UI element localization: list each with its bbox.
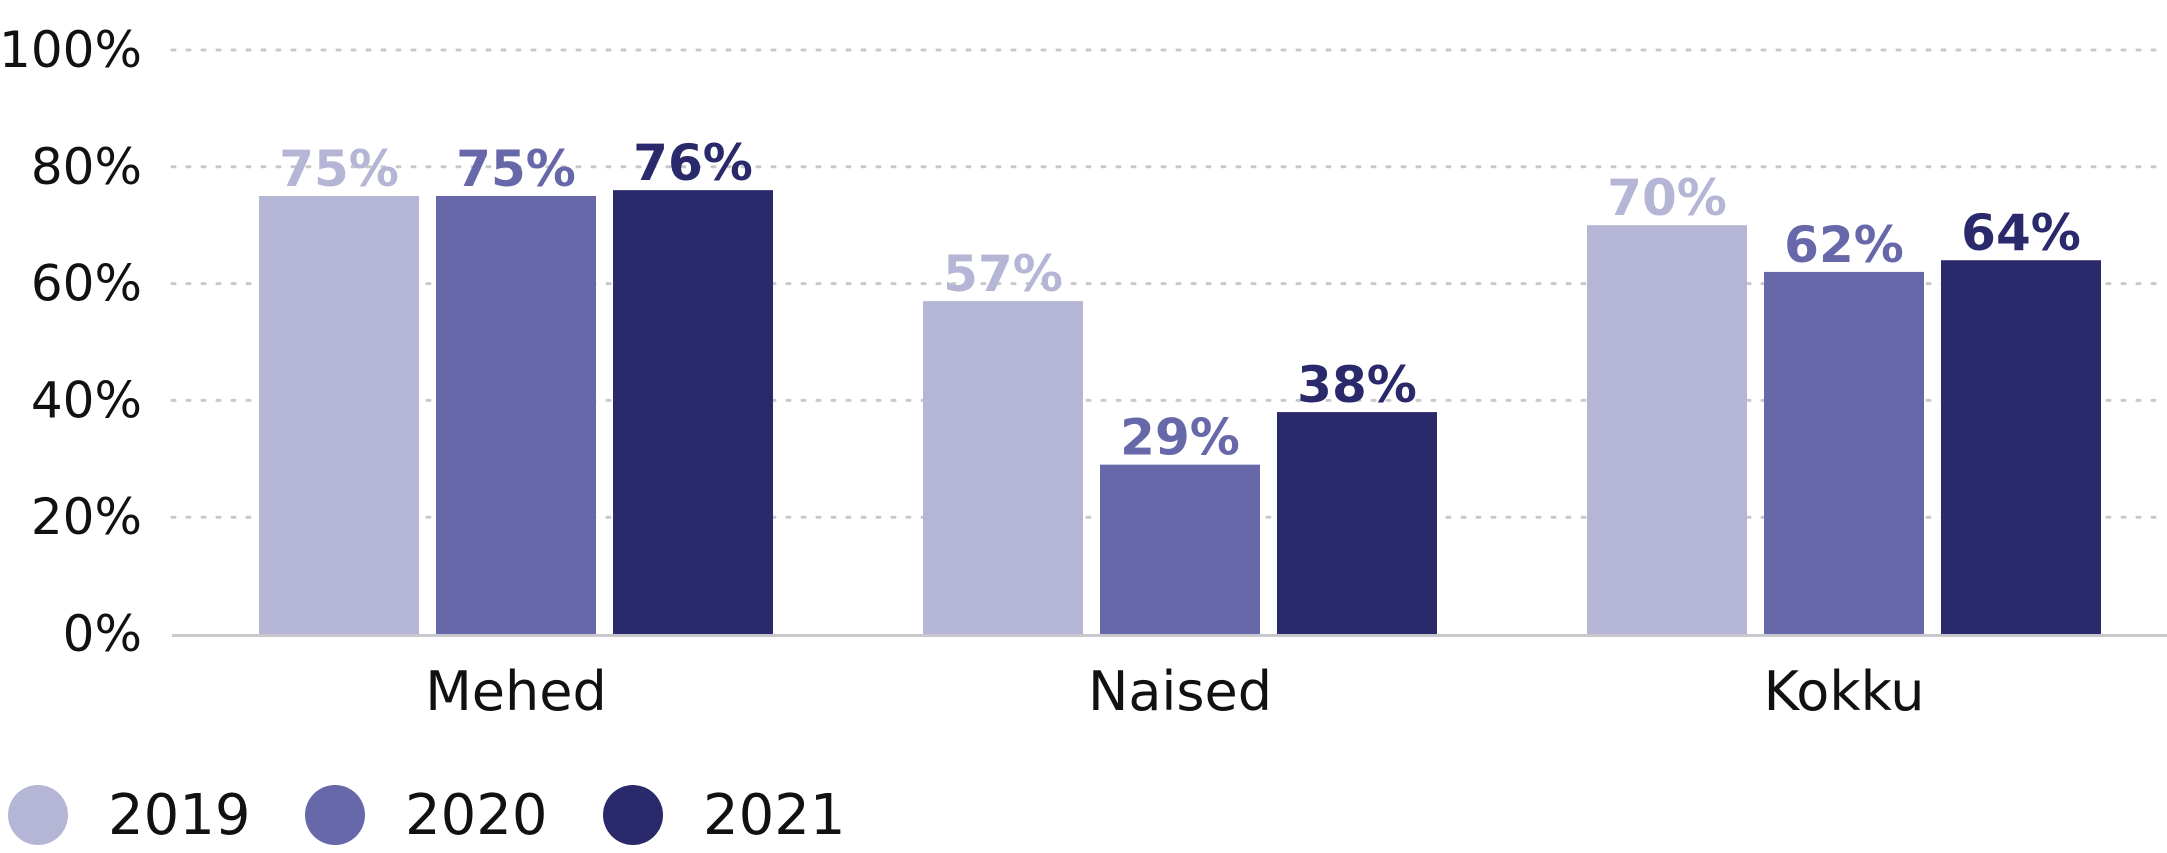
y-tick-label: 60%: [31, 255, 142, 313]
bar-kokku-2019: [1587, 225, 1747, 634]
y-tick-label: 80%: [31, 138, 142, 196]
y-tick-label: 20%: [31, 488, 142, 546]
bar-naised-2020: [1100, 464, 1260, 634]
data-label: 57%: [943, 245, 1063, 303]
y-tick-label: 100%: [0, 21, 142, 79]
bars: [259, 190, 2101, 634]
bar-mehed-2019: [259, 196, 419, 634]
x-category-label: Naised: [1088, 660, 1272, 723]
legend-swatch: [8, 785, 68, 845]
bar-mehed-2020: [436, 196, 596, 634]
legend-swatch: [305, 785, 365, 845]
bar-naised-2019: [923, 301, 1083, 634]
x-axis-categories: Mehed Naised Kokku: [425, 660, 1924, 723]
legend-item-2020: 2020: [305, 783, 548, 848]
legend-item-2019: 2019: [8, 783, 251, 848]
legend: 2019 2020 2021: [8, 783, 846, 848]
x-category-label: Kokku: [1764, 660, 1925, 723]
data-labels: 75% 75% 76% 57% 29% 38% 70% 62% 64%: [279, 134, 2081, 466]
legend-swatch: [603, 785, 663, 845]
data-label: 38%: [1297, 356, 1417, 414]
legend-item-2021: 2021: [603, 783, 846, 848]
legend-label: 2021: [703, 783, 846, 848]
data-label: 75%: [456, 140, 576, 198]
legend-label: 2020: [405, 783, 548, 848]
data-label: 29%: [1120, 409, 1240, 467]
y-tick-label: 0%: [63, 605, 142, 663]
y-tick-label: 40%: [31, 371, 142, 429]
data-label: 62%: [1784, 216, 1904, 274]
data-label: 70%: [1607, 169, 1727, 227]
bar-kokku-2021: [1941, 260, 2101, 634]
data-label: 64%: [1961, 204, 2081, 262]
y-axis-ticks: 0% 20% 40% 60% 80% 100%: [0, 21, 142, 663]
bar-naised-2021: [1277, 412, 1437, 634]
bar-kokku-2020: [1764, 271, 1924, 634]
data-label: 76%: [633, 134, 753, 192]
x-category-label: Mehed: [425, 660, 607, 723]
data-label: 75%: [279, 140, 399, 198]
bar-mehed-2021: [613, 190, 773, 634]
legend-label: 2019: [108, 783, 251, 848]
